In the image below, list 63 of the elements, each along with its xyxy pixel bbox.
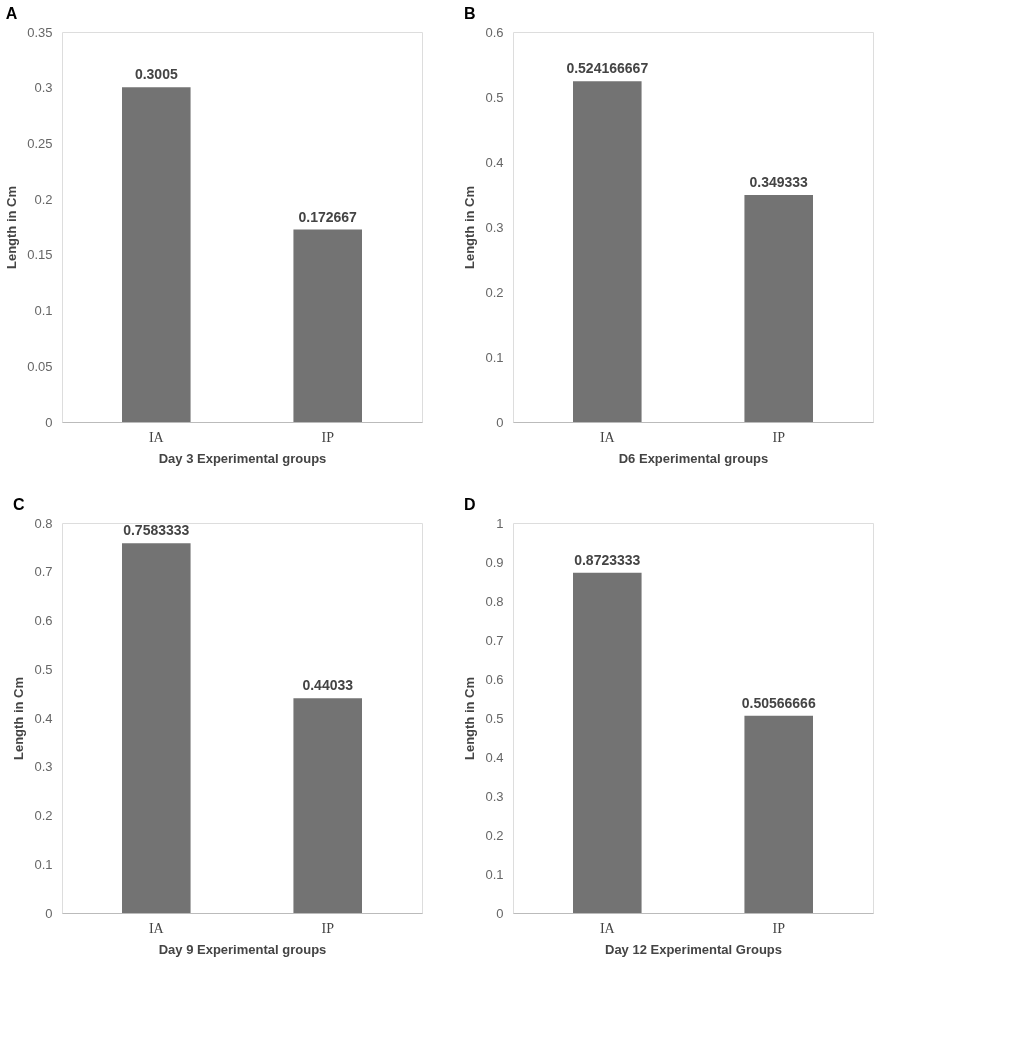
chart-title: D [463,496,476,513]
y-tick-label: 0 [45,414,53,430]
y-tick-label: 0.6 [485,24,504,40]
y-tick-label: 0.2 [34,191,53,207]
x-axis-title: Day 12 Experimental Groups [604,941,783,957]
y-axis-title: Length in Cm [462,676,478,761]
y-tick-label: 0.3 [485,219,504,235]
y-tick-label: 0.8 [34,515,53,531]
y-tick-label: 1 [496,515,504,531]
y-tick-label: 0 [496,414,504,430]
y-tick-label: 0 [496,905,504,921]
y-tick-label: 0.6 [485,671,504,687]
y-tick-label: 0.3 [34,80,53,96]
y-tick-label: 0.8 [485,593,504,609]
data-label: 0.524166667 [566,60,649,77]
y-tick-label: 0.2 [485,284,504,300]
y-tick-label: 0.5 [485,89,504,105]
y-tick-label: 0.3 [34,759,53,775]
data-label: 0.3005 [134,66,178,83]
y-tick-label: 0.1 [34,856,53,872]
x-axis-title: D6 Experimental groups [618,450,769,466]
x-axis-title: Day 3 Experimental groups [158,450,327,466]
data-label: 0.172667 [298,208,358,225]
y-tick-label: 0.9 [485,554,504,570]
y-tick-label: 0.5 [34,661,53,677]
y-axis-title: Length in Cm [11,676,27,761]
y-tick-label: 0.2 [485,827,504,843]
x-tick-label: IP [772,920,786,936]
y-tick-label: 0.5 [485,710,504,726]
y-tick-label: 0.25 [27,135,53,151]
y-tick-label: 0.4 [34,710,53,726]
y-tick-label: 0.6 [34,613,53,628]
x-tick-label: IP [772,429,786,445]
y-tick-label: 0.4 [485,749,504,765]
x-axis-title: Day 9 Experimental groups [158,941,327,957]
chart-title: C [12,496,25,513]
x-tick-label: IP [321,429,335,445]
data-label: 0.50566666 [741,694,816,711]
y-tick-label: 0.1 [485,866,504,882]
y-tick-label: 0.35 [27,24,53,40]
data-label: 0.349333 [749,173,809,190]
y-tick-label: 0.1 [34,303,53,319]
chart-title: A [5,5,18,22]
x-tick-label: IA [148,920,165,936]
x-tick-label: IA [599,920,616,936]
y-tick-label: 0.05 [27,358,53,374]
x-tick-label: IA [148,429,165,445]
y-tick-label: 0.1 [485,349,504,365]
y-tick-label: 0.2 [34,808,53,823]
data-label: 0.7583333 [123,522,190,539]
y-tick-label: 0.4 [485,154,504,170]
x-tick-label: IA [599,429,616,445]
y-tick-label: 0 [45,905,53,921]
y-tick-label: 0.15 [27,247,53,263]
y-axis-title: Length in Cm [4,185,20,270]
x-tick-label: IP [321,920,335,936]
y-tick-label: 0.7 [34,564,53,580]
data-label: 0.8723333 [574,551,641,568]
y-tick-label: 0.7 [485,632,504,648]
chart-title: B [463,5,476,22]
y-axis-title: Length in Cm [462,185,478,270]
data-label: 0.44033 [302,677,354,694]
y-tick-label: 0.3 [485,788,504,804]
